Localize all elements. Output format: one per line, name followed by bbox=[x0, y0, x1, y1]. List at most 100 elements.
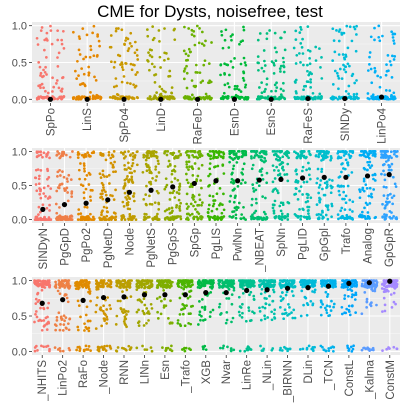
data-point bbox=[330, 299, 333, 303]
data-point bbox=[208, 218, 211, 221]
data-point bbox=[38, 192, 42, 196]
data-point bbox=[392, 58, 396, 61]
data-point bbox=[358, 190, 362, 193]
data-point bbox=[344, 89, 348, 93]
data-point bbox=[97, 284, 101, 288]
data-point bbox=[135, 150, 139, 154]
data-point bbox=[301, 97, 305, 101]
data-point bbox=[39, 153, 43, 157]
data-point bbox=[163, 297, 166, 301]
data-point bbox=[119, 151, 123, 154]
data-point bbox=[109, 156, 113, 160]
data-point bbox=[245, 282, 248, 286]
data-point bbox=[187, 168, 190, 171]
data-point bbox=[278, 217, 281, 220]
data-point bbox=[91, 188, 94, 192]
data-point bbox=[156, 279, 159, 282]
data-point bbox=[247, 309, 251, 312]
data-point bbox=[155, 297, 159, 300]
data-point bbox=[278, 67, 282, 70]
data-point bbox=[198, 313, 201, 317]
data-point bbox=[231, 316, 235, 320]
data-point bbox=[204, 92, 208, 96]
data-point bbox=[185, 163, 189, 166]
data-point bbox=[124, 196, 127, 199]
data-point bbox=[88, 55, 92, 59]
data-point bbox=[112, 170, 115, 174]
data-point bbox=[302, 63, 305, 67]
data-point bbox=[185, 71, 189, 75]
data-point bbox=[114, 170, 117, 173]
data-point bbox=[114, 77, 118, 80]
data-point bbox=[62, 29, 65, 33]
data-point bbox=[197, 167, 201, 170]
data-point bbox=[327, 349, 331, 353]
data-point bbox=[58, 292, 62, 296]
data-point bbox=[92, 54, 96, 58]
data-point bbox=[170, 95, 174, 98]
data-point bbox=[319, 313, 323, 317]
data-point bbox=[37, 182, 41, 186]
data-point bbox=[315, 203, 319, 206]
data-point bbox=[83, 205, 87, 209]
data-point bbox=[332, 302, 336, 306]
data-point bbox=[226, 345, 229, 349]
data-point bbox=[185, 64, 188, 68]
data-point bbox=[211, 150, 215, 153]
data-point bbox=[342, 216, 345, 220]
data-point bbox=[115, 27, 118, 30]
data-point bbox=[228, 215, 232, 218]
data-point bbox=[308, 152, 312, 156]
data-point bbox=[162, 306, 166, 309]
data-point bbox=[128, 171, 132, 175]
data-point bbox=[242, 56, 246, 60]
x-tick-label-LinPo4: LinPo4 bbox=[377, 107, 389, 143]
data-point bbox=[141, 170, 145, 174]
data-point bbox=[229, 281, 233, 285]
data-point bbox=[46, 306, 49, 310]
category-RaFeS bbox=[292, 25, 324, 102]
data-point bbox=[301, 37, 304, 41]
data-point bbox=[260, 91, 264, 95]
data-point bbox=[336, 74, 340, 78]
x-tick-label-_Node: _Node bbox=[99, 360, 111, 395]
data-point bbox=[114, 218, 117, 221]
data-point bbox=[381, 202, 384, 206]
data-point bbox=[235, 154, 238, 158]
data-point bbox=[347, 304, 351, 308]
data-point bbox=[142, 297, 146, 301]
data-point bbox=[358, 196, 362, 200]
data-point bbox=[251, 183, 255, 186]
data-point bbox=[243, 349, 247, 353]
data-point bbox=[159, 92, 163, 96]
data-point bbox=[282, 70, 286, 74]
data-point bbox=[259, 170, 263, 173]
data-point bbox=[65, 296, 69, 300]
data-point bbox=[239, 62, 243, 66]
data-point bbox=[212, 152, 216, 156]
data-point bbox=[168, 279, 172, 283]
data-point bbox=[197, 193, 201, 197]
data-point bbox=[337, 39, 341, 43]
data-point bbox=[36, 283, 40, 287]
data-point bbox=[273, 95, 277, 99]
data-point bbox=[214, 150, 218, 153]
data-point bbox=[203, 279, 207, 282]
data-point bbox=[255, 97, 259, 101]
data-point bbox=[244, 153, 248, 157]
category-RNN bbox=[114, 279, 133, 353]
data-point bbox=[340, 33, 344, 36]
data-point bbox=[360, 210, 364, 214]
data-point bbox=[229, 34, 233, 38]
data-point bbox=[270, 60, 274, 63]
data-point bbox=[123, 150, 127, 154]
data-point bbox=[208, 162, 212, 165]
median-point-XGB bbox=[203, 290, 209, 296]
data-point bbox=[308, 281, 312, 285]
data-point bbox=[111, 165, 115, 169]
data-point bbox=[219, 73, 222, 77]
data-point bbox=[325, 183, 329, 186]
median-point-_NHITS bbox=[39, 300, 45, 306]
data-point bbox=[176, 282, 180, 285]
